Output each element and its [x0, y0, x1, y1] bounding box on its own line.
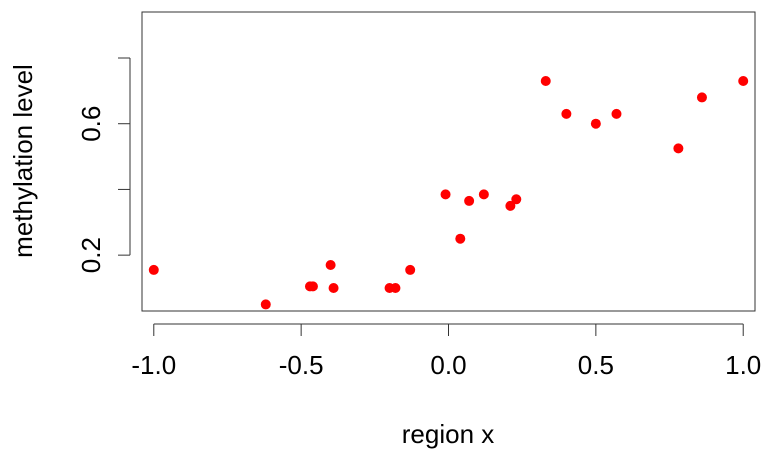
data-point: [464, 195, 475, 206]
x-tick-label: 0.0: [430, 350, 466, 380]
data-point: [505, 200, 516, 211]
y-axis-label: methylation level: [8, 64, 38, 258]
data-point: [611, 108, 622, 119]
data-point: [561, 108, 572, 119]
data-point: [673, 143, 684, 154]
x-tick-label: -1.0: [131, 350, 176, 380]
plot-frame: [141, 11, 756, 312]
x-axis: -1.0 -0.5 0.0 0.5 1.0: [131, 323, 761, 380]
data-point: [540, 76, 551, 86]
data-point: [148, 264, 159, 275]
y-axis: 0.2 0.6: [76, 57, 131, 273]
data-point: [738, 76, 749, 86]
data-points: [148, 76, 749, 310]
data-point: [440, 189, 451, 200]
data-point: [325, 260, 336, 270]
x-tick-label: -0.5: [279, 350, 324, 380]
data-point: [478, 189, 489, 200]
data-point: [260, 299, 271, 310]
x-tick-label: 0.5: [578, 350, 614, 380]
x-axis-label: region x: [402, 419, 495, 449]
data-point: [307, 281, 318, 292]
y-tick-label: 0.6: [76, 106, 106, 142]
data-point: [390, 283, 401, 293]
x-tick-label: 1.0: [725, 350, 761, 380]
data-point: [696, 92, 707, 103]
data-point: [405, 264, 416, 275]
data-point: [590, 118, 601, 129]
data-point: [511, 194, 522, 205]
y-tick-label: 0.2: [76, 237, 106, 273]
data-point: [455, 233, 466, 244]
data-point: [328, 283, 339, 293]
